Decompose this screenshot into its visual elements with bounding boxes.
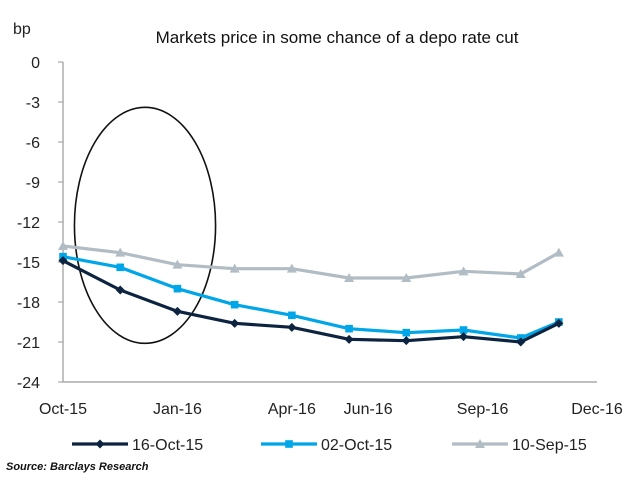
series-line-16-Oct-15: [62, 259, 560, 344]
y-axis-label: bp: [13, 21, 31, 38]
legend-marker: [285, 440, 293, 448]
x-tick-label: Oct-15: [39, 401, 87, 418]
data-point: [230, 318, 240, 328]
data-point: [116, 263, 125, 272]
chart-title: Markets price in some chance of a depo r…: [156, 28, 519, 47]
data-point: [401, 273, 412, 282]
y-tick-label: -12: [17, 215, 40, 232]
data-point: [459, 326, 468, 334]
source-note: Source: Barclays Research: [6, 461, 149, 473]
data-point: [229, 263, 240, 273]
highlight-ellipse: [73, 106, 217, 345]
data-point: [115, 285, 125, 295]
x-tick-label: Dec-16: [571, 401, 623, 418]
data-point: [459, 332, 468, 342]
data-point: [58, 241, 68, 250]
legend-label: 10-Sep-15: [512, 437, 587, 454]
data-point: [172, 259, 183, 269]
data-point: [553, 247, 564, 257]
data-point: [402, 328, 411, 337]
data-point: [230, 300, 239, 309]
data-point: [58, 256, 68, 266]
x-tick-label: Apr-16: [268, 401, 316, 418]
data-point: [286, 263, 297, 273]
data-point: [172, 306, 182, 316]
legend-label: 02-Oct-15: [321, 437, 392, 454]
x-tick-label: Jan-16: [153, 401, 202, 418]
x-tick-label: Jun-16: [344, 401, 393, 418]
series-line-02-Oct-15: [62, 255, 560, 340]
data-point: [287, 322, 297, 332]
data-point: [115, 247, 126, 257]
legend-label: 16-Oct-15: [132, 437, 203, 454]
legend: 16-Oct-15 02-Oct-15 10-Sep-15: [72, 437, 587, 454]
y-tick-label: -3: [26, 95, 40, 112]
legend-marker: [475, 439, 485, 448]
y-tick-label: -9: [26, 175, 40, 192]
data-point: [173, 284, 182, 293]
x-tick-label: Sep-16: [457, 401, 509, 418]
y-tick-label: -24: [17, 375, 40, 392]
legend-marker: [95, 439, 105, 449]
y-tick-label: 0: [31, 55, 40, 72]
plot-area: 0 -3 -6 -9 -12 -15 -18 -21 -24 Oct-15 Jan-16 Apr-16…: [17, 55, 623, 418]
data-point: [554, 318, 564, 328]
data-point: [516, 337, 526, 347]
y-tick-label: -6: [26, 135, 40, 152]
data-point: [345, 324, 353, 333]
data-point: [401, 336, 411, 346]
y-tick-label: -15: [17, 255, 40, 272]
data-point: [458, 266, 469, 276]
data-point: [344, 273, 355, 282]
data-point: [344, 334, 354, 344]
data-point: [288, 311, 296, 320]
data-point: [515, 269, 526, 278]
y-tick-label: -18: [17, 295, 40, 312]
series-line-10-Sep-15: [62, 244, 560, 280]
y-tick-label: -21: [17, 335, 40, 352]
